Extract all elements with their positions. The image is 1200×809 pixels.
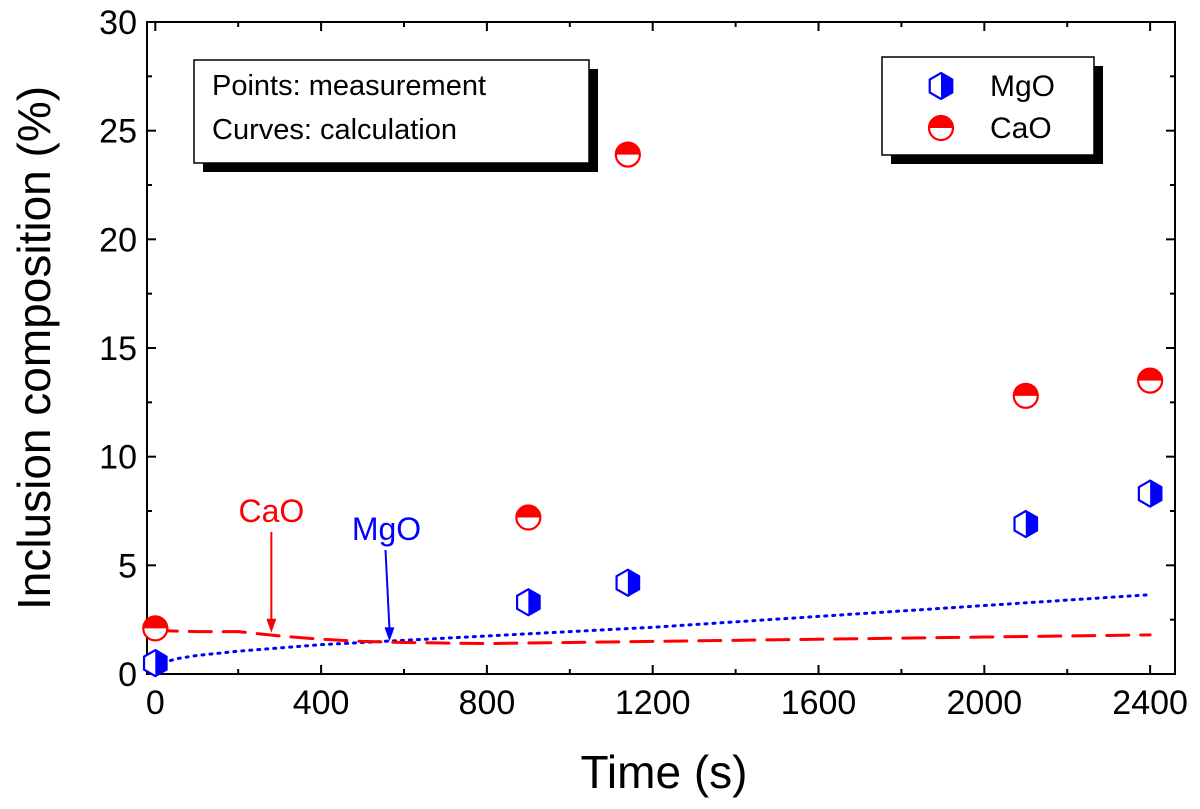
point-cao bbox=[614, 141, 641, 168]
annotation-arrow-head bbox=[384, 627, 395, 642]
y-tick-label: 25 bbox=[99, 113, 137, 151]
curves bbox=[153, 593, 1152, 667]
circle-fill-half bbox=[1013, 383, 1038, 396]
hex-fill-half bbox=[941, 73, 953, 99]
y-tick-label: 0 bbox=[118, 656, 137, 694]
point-mgo bbox=[615, 568, 641, 597]
circle-outline bbox=[1137, 367, 1164, 394]
annotation-arrow-head bbox=[266, 618, 277, 633]
x-tick-label: 0 bbox=[146, 684, 165, 722]
circle-fill-half bbox=[615, 142, 640, 155]
hex-outline bbox=[515, 588, 541, 617]
x-tick-label: 1600 bbox=[781, 684, 857, 722]
circle-outline bbox=[1012, 382, 1039, 409]
circle-outline bbox=[614, 141, 641, 168]
curve-mgo bbox=[153, 593, 1152, 667]
x-axis-title: Time (s) bbox=[581, 746, 748, 798]
y-tick-label: 20 bbox=[99, 221, 137, 259]
x-tick-label: 400 bbox=[293, 684, 350, 722]
legend-frame bbox=[881, 56, 1095, 156]
annotation-label-mgo: MgO bbox=[352, 511, 421, 547]
point-mgo bbox=[142, 648, 168, 678]
point-mgo bbox=[515, 588, 541, 617]
hex-outline bbox=[928, 71, 954, 101]
point-cao bbox=[515, 504, 542, 531]
hex-outline bbox=[1013, 509, 1039, 539]
note-box: Points: measurement Curves: calculation bbox=[193, 59, 598, 172]
hex-fill-half bbox=[627, 569, 640, 596]
legend-label-mgo: MgO bbox=[990, 70, 1055, 103]
point-mgo bbox=[1137, 479, 1163, 508]
note-line-1: Points: measurement bbox=[212, 70, 486, 102]
circle-fill-half bbox=[929, 116, 953, 128]
hex-outline bbox=[142, 648, 168, 678]
x-tick-label: 800 bbox=[459, 684, 516, 722]
x-tick-label: 1200 bbox=[615, 684, 691, 722]
point-cao bbox=[142, 615, 169, 642]
legend-marker-cao bbox=[927, 114, 955, 142]
legend-marker-mgo bbox=[928, 71, 954, 101]
hex-fill-half bbox=[1150, 480, 1162, 507]
hex-fill-half bbox=[155, 650, 167, 677]
annotation-label-cao: CaO bbox=[238, 493, 304, 529]
legend-circle bbox=[927, 114, 955, 142]
y-axis: 0 5 10 15 20 25 30 bbox=[99, 4, 1175, 694]
hex-outline bbox=[1137, 479, 1163, 508]
annotation-arrow-shaft bbox=[384, 549, 391, 630]
points bbox=[142, 141, 1164, 678]
circle-fill-half bbox=[143, 616, 168, 629]
circle-fill-half bbox=[516, 505, 541, 518]
hex-fill-half bbox=[528, 589, 540, 616]
legend-label-cao: CaO bbox=[990, 112, 1052, 145]
y-tick-label: 30 bbox=[99, 4, 137, 42]
annotations: CaO MgO bbox=[238, 493, 421, 642]
note-box-frame bbox=[193, 59, 590, 164]
y-tick-label: 15 bbox=[99, 330, 137, 368]
note-line-2: Curves: calculation bbox=[212, 114, 457, 146]
point-mgo bbox=[1013, 509, 1039, 539]
legend-hex bbox=[928, 71, 954, 101]
x-tick-label: 2000 bbox=[947, 684, 1023, 722]
y-tick-label: 5 bbox=[118, 547, 137, 585]
circle-fill-half bbox=[1138, 368, 1163, 381]
point-cao bbox=[1012, 382, 1039, 409]
x-tick-label: 2400 bbox=[1112, 684, 1188, 722]
hex-outline bbox=[615, 568, 641, 597]
x-axis: 0 400 800 1200 1600 2000 2400 bbox=[146, 22, 1188, 722]
point-cao bbox=[1137, 367, 1164, 394]
curve-cao bbox=[153, 629, 1152, 646]
y-axis-title: Inclusion composition (%) bbox=[8, 86, 60, 610]
legend: MgO CaO bbox=[881, 56, 1103, 164]
y-tick-label: 10 bbox=[99, 439, 137, 477]
circle-outline bbox=[515, 504, 542, 531]
hex-fill-half bbox=[1025, 511, 1038, 538]
circle-outline bbox=[142, 615, 169, 642]
circle-outline bbox=[927, 114, 955, 142]
